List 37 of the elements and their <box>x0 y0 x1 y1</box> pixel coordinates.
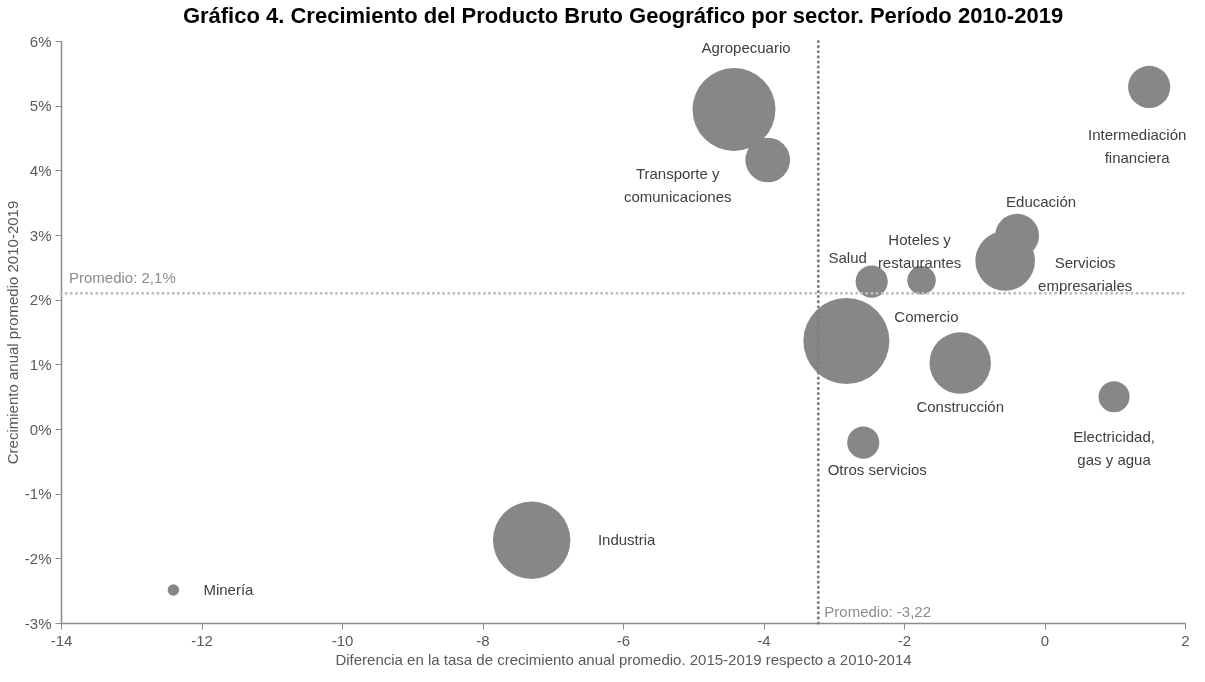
y-tick-label: 3% <box>29 226 52 244</box>
chart-title: Gráfico 4. Crecimiento del Producto Bruto Geográfico por sector. Período 2010-2019 <box>182 3 1064 28</box>
text: Electricidad, gas y agua <box>1073 427 1155 468</box>
series-label: Salud <box>828 248 867 266</box>
x-tick-label: -8 <box>476 631 490 649</box>
x-tick-label: -6 <box>616 631 631 649</box>
series-label: Industria <box>597 531 657 549</box>
y-tick-label: 4% <box>29 161 52 179</box>
y-tick-label: 1% <box>29 355 52 373</box>
x-tick-label: 2 <box>1181 631 1190 649</box>
series-label: Otros servicios <box>827 460 927 478</box>
series-label: Construcción <box>916 398 1004 416</box>
series-label: Minería <box>203 581 255 599</box>
y-tick-label: -2% <box>24 549 52 567</box>
y-tick-label: -3% <box>24 614 52 632</box>
ref-line-label: Promedio: -3,22 <box>824 603 932 620</box>
x-tick-label: -4 <box>757 631 771 649</box>
y-tick-label: 6% <box>29 32 52 50</box>
y-tick-label: 2% <box>29 291 52 309</box>
x-axis-title: Diferencia en la tasa de crecimiento anual promedio. 2015-2019 respecto a 2010-2014 <box>335 650 912 668</box>
series-label: Servicios empresariales <box>1038 253 1133 294</box>
series-label: Agropecuario <box>701 38 791 56</box>
y-axis-title: Crecimiento anual promedio 2010-2019 <box>3 200 21 465</box>
y-tick-label: 5% <box>29 97 52 115</box>
x-tick-label: 0 <box>1040 631 1050 649</box>
x-tick-label: -10 <box>331 631 354 649</box>
text: Intermediación financiera <box>1087 125 1187 166</box>
series-label: Comercio <box>894 308 959 326</box>
x-tick-label: -12 <box>191 631 213 649</box>
series-label: Hoteles y restaurantes <box>877 231 962 272</box>
series-label: Educación <box>1006 192 1077 210</box>
x-tick-label: -2 <box>897 631 912 649</box>
series-label: Transporte y comunicaciones <box>623 164 732 205</box>
ref-line-label: Promedio: 2,1% <box>69 269 176 287</box>
y-tick-label: -1% <box>24 485 52 503</box>
y-tick-label: 0% <box>29 420 52 438</box>
x-tick-label: -14 <box>50 631 73 649</box>
